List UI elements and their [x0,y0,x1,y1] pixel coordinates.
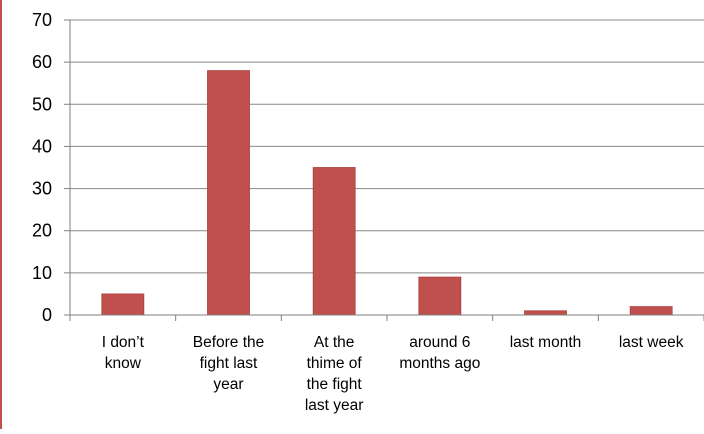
y-tick-label: 0 [42,305,52,325]
gridlines [70,19,704,274]
bars [101,70,673,316]
bar [629,306,673,316]
bar [418,276,462,316]
y-tick-label: 50 [32,94,52,114]
bar [207,70,250,316]
x-tick-label: Before the fight last year [193,334,265,393]
y-tick-label: 20 [32,221,52,241]
x-tick-label: last week [619,334,684,351]
bar [101,293,145,316]
x-tick-label: At the thime of the fight last year [305,334,364,414]
y-tick-label: 30 [32,179,52,199]
x-tick-labels: I don’t know Before the fight last year At th… [102,334,684,414]
bar [312,167,356,316]
y-tick-label: 60 [32,52,52,72]
y-tick-label: 70 [32,10,52,30]
x-tick-label: last month [510,334,582,351]
axes [64,19,704,321]
bar [524,310,567,316]
y-tick-labels: 0 10 20 30 40 50 60 70 [32,10,52,325]
y-tick-label: 10 [32,263,52,283]
x-tick-label: around 6 months ago [399,334,480,372]
y-tick-label: 40 [32,136,52,156]
x-tick-label: I don’t know [102,334,145,372]
